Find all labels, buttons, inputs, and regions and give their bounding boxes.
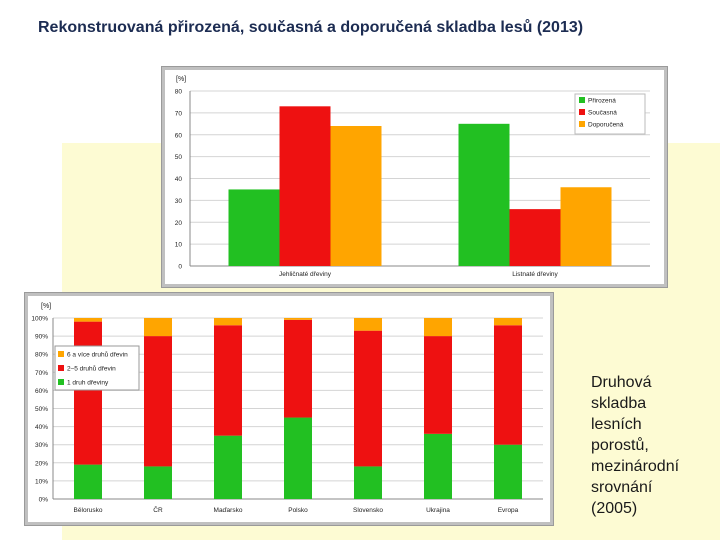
- chart2-xtick: Polsko: [288, 507, 308, 514]
- caption-line: srovnání: [591, 479, 653, 496]
- chart2-legend-label: 2–5 druhů dřevin: [67, 365, 116, 373]
- chart1-legend-label: Přirozená: [588, 98, 616, 105]
- chart1-bar: [228, 189, 280, 266]
- chart2-xtick: Bělorusko: [74, 507, 103, 514]
- chart2-bar: [354, 466, 382, 499]
- chart1-legend-swatch: [579, 97, 585, 103]
- chart1-ytick: 50: [175, 154, 183, 161]
- chart2-bar: [354, 330, 382, 467]
- chart1-ytick: 40: [175, 176, 183, 183]
- chart1-ytick: 10: [175, 242, 183, 249]
- chart2-xtick: Ukrajina: [426, 507, 450, 514]
- chart2-xtick: Evropa: [498, 507, 519, 514]
- chart2-ytick: 60%: [35, 388, 48, 395]
- chart2-bar: [144, 466, 172, 499]
- chart-forest-composition: [%] 0 10 20 30 40 50 60 70 80 Jehličnaté dřeviny Li…: [161, 66, 668, 288]
- chart1-ytick: 80: [175, 89, 183, 96]
- caption-line: lesních: [591, 416, 642, 433]
- chart2-bar: [74, 321, 102, 465]
- caption-line: porostů,: [591, 437, 649, 454]
- chart1-svg: [%] 0 10 20 30 40 50 60 70 80 Jehličnaté dřeviny Li…: [165, 70, 664, 284]
- chart1-bar: [509, 209, 561, 266]
- chart1-legend-box: [574, 93, 646, 135]
- caption-line: (2005): [591, 500, 638, 517]
- chart2-xtick: Maďarsko: [214, 507, 243, 514]
- chart2-bar: [424, 318, 452, 337]
- chart2-ytick: 50%: [35, 406, 48, 413]
- chart2-legend-label: 6 a více druhů dřevin: [67, 351, 128, 359]
- chart2-ytick: 30%: [35, 442, 48, 449]
- chart2-ylabel: [%]: [41, 303, 51, 310]
- chart1-legend-swatch: [579, 109, 585, 115]
- caption-line: Druhová: [591, 374, 652, 391]
- caption: Druhová skladba lesních porostů, mezinár…: [591, 372, 719, 519]
- chart2-svg: [%] 0% 10% 20% 30% 40% 50% 60% 70% 80% 90% 100% Bělo…: [28, 296, 550, 522]
- chart2-bar: [354, 318, 382, 331]
- chart1-bar: [330, 126, 382, 266]
- chart2-bar: [214, 325, 242, 436]
- chart2-bar: [214, 435, 242, 499]
- chart2-ytick: 90%: [35, 334, 48, 341]
- chart2-ytick: 100%: [31, 316, 48, 323]
- chart2-bar: [284, 318, 312, 320]
- chart2-legend: 6 a více druhů dřevin 2–5 druhů dřevin 1 d…: [54, 345, 140, 391]
- chart1-ytick: 30: [175, 198, 183, 205]
- chart2-bar: [74, 318, 102, 322]
- chart1-bar: [560, 187, 612, 266]
- chart1-bar: [458, 123, 510, 266]
- chart1-xtick: Listnaté dřeviny: [512, 271, 558, 278]
- chart2-bar: [494, 318, 522, 326]
- chart2-bar: [74, 464, 102, 499]
- chart1-legend-swatch: [579, 121, 585, 127]
- chart2-ytick: 70%: [35, 370, 48, 377]
- caption-line: skladba: [591, 395, 647, 412]
- chart1-legend-label: Současná: [588, 110, 617, 117]
- chart2-xtick: ČR: [153, 505, 163, 514]
- page-title: Rekonstruovaná přirozená, současná a dop…: [38, 19, 584, 36]
- chart2-ytick: 80%: [35, 352, 48, 359]
- chart2-legend-box: [54, 345, 140, 391]
- chart2-bar: [284, 417, 312, 499]
- chart1-bar: [279, 106, 331, 266]
- chart2-ytick: 0%: [39, 497, 49, 504]
- chart2-legend-swatch: [58, 379, 64, 385]
- chart2-bar: [494, 444, 522, 499]
- chart2-ytick: 20%: [35, 460, 48, 467]
- chart2-bar: [424, 433, 452, 499]
- chart2-xtick: Slovensko: [353, 507, 383, 514]
- chart2-legend-swatch: [58, 351, 64, 357]
- chart1-legend: Přirozená Současná Doporučená: [574, 93, 646, 135]
- chart1-ylabel: [%]: [176, 76, 186, 83]
- chart1-legend-label: Doporučená: [588, 122, 624, 129]
- chart1-ytick: 60: [175, 132, 183, 139]
- chart2-bar: [144, 336, 172, 467]
- chart2-bar: [284, 319, 312, 418]
- chart2-bar: [214, 318, 242, 326]
- chart1-ytick: 70: [175, 110, 183, 117]
- chart2-bar: [494, 325, 522, 445]
- chart1-xtick: Jehličnaté dřeviny: [279, 271, 332, 278]
- chart1-ytick: 20: [175, 220, 183, 227]
- chart2-bar: [144, 318, 172, 337]
- chart2-ytick: 10%: [35, 478, 48, 485]
- chart2-legend-swatch: [58, 365, 64, 371]
- chart1-ytick: 0: [178, 264, 182, 271]
- chart2-ytick: 40%: [35, 424, 48, 431]
- chart2-bar: [424, 336, 452, 434]
- chart2-legend-label: 1 druh dřeviny: [67, 380, 109, 387]
- caption-line: mezinárodní: [591, 458, 680, 475]
- chart-species-comparison: [%] 0% 10% 20% 30% 40% 50% 60% 70% 80% 90% 100% Bělo…: [24, 292, 554, 526]
